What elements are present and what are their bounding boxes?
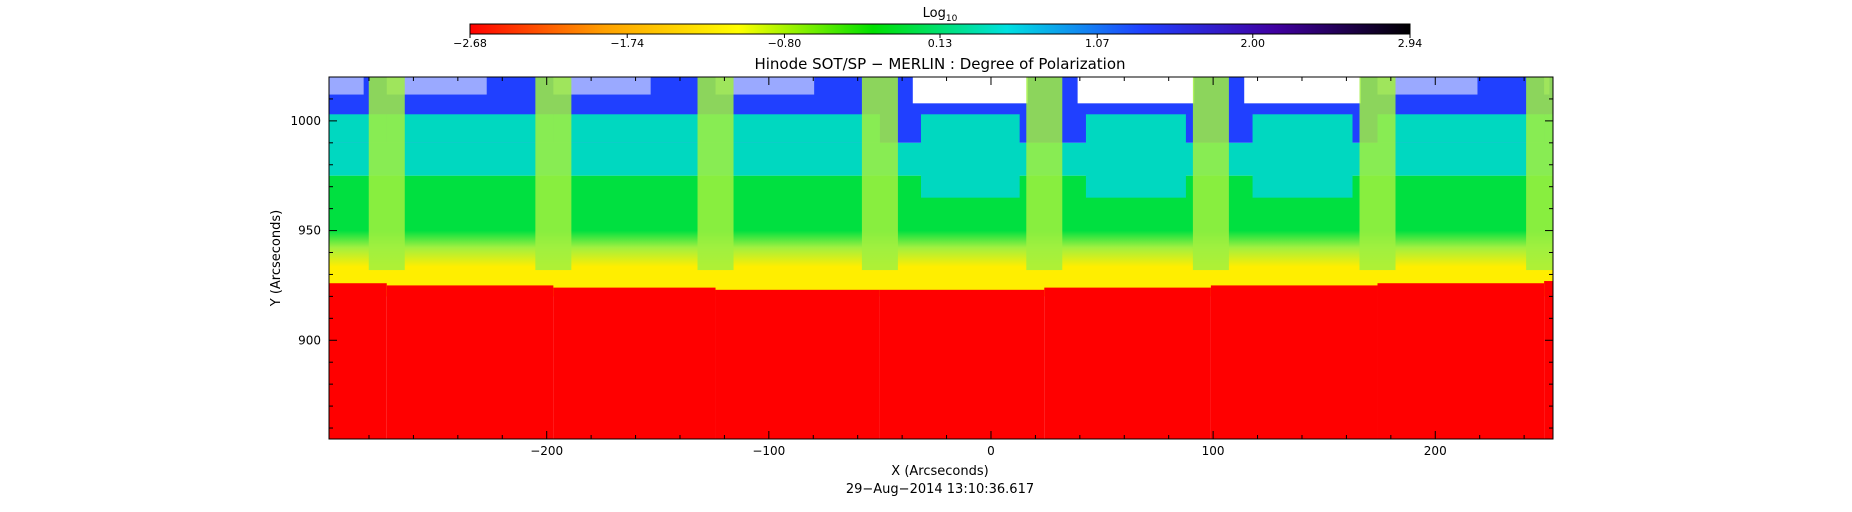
x-tick-label: 0	[987, 444, 995, 458]
y-tick-label: 900	[298, 333, 321, 347]
disk-region	[553, 287, 716, 439]
upper-corona-region	[386, 114, 554, 143]
slit-overlap-column	[1026, 77, 1063, 271]
disk-region	[1377, 283, 1545, 439]
slit-overlap-column	[1192, 77, 1229, 271]
slit-overlap-column	[1526, 77, 1553, 271]
disk-region	[1210, 285, 1378, 439]
upper-corona-region	[1377, 114, 1545, 143]
x-axis-label: X (Arcseconds)	[891, 464, 988, 479]
chart-title: Hinode SOT/SP − MERLIN : Degree of Polar…	[754, 55, 1125, 73]
saturated-region	[386, 77, 487, 95]
plot-frame	[328, 76, 1554, 440]
disk-region	[1044, 287, 1211, 439]
upper-corona-region	[921, 114, 1020, 198]
colorbar-tick-label: −0.80	[768, 37, 802, 50]
upper-corona-region	[715, 114, 880, 143]
disk-region	[715, 289, 880, 439]
colorbar-tick-label: 0.13	[928, 37, 953, 50]
saturated-region	[1077, 77, 1195, 104]
colorbar	[469, 23, 1411, 35]
upper-corona-region	[553, 114, 716, 143]
saturated-region	[715, 77, 815, 95]
saturated-region	[912, 77, 1028, 104]
slit-overlap-column	[861, 77, 898, 271]
upper-corona-region	[1252, 114, 1353, 198]
limb-gradient	[329, 230, 1553, 279]
saturated-region	[553, 77, 651, 95]
colorbar-ticks: −2.68 −1.74 −0.80 0.13 1.07 2.00 2.94	[453, 34, 1422, 50]
saturated-region	[1377, 77, 1478, 95]
y-axis-label: Y (Arcseconds)	[269, 210, 284, 307]
disk-region	[386, 285, 554, 439]
y-axis-ticks: 900 950 1000	[290, 76, 1553, 429]
disk-region	[879, 289, 1045, 439]
slit-overlap-column	[368, 77, 405, 271]
disk-region	[1544, 281, 1553, 439]
y-tick-label: 950	[298, 224, 321, 238]
colorbar-label: Log10	[923, 6, 958, 24]
colorbar-tick-label: −2.68	[453, 37, 487, 50]
x-tick-label: −100	[752, 444, 785, 458]
colorbar-tick-label: 2.94	[1398, 37, 1423, 50]
slit-overlap-column	[1359, 77, 1396, 271]
heatmap-image	[329, 77, 1553, 439]
y-tick-label: 1000	[290, 114, 321, 128]
slit-overlap-column	[697, 77, 734, 271]
x-tick-label: 200	[1424, 444, 1447, 458]
x-tick-label: −200	[530, 444, 563, 458]
x-axis-ticks: −200 −100 0 100 200	[368, 77, 1525, 458]
colorbar-tick-label: 2.00	[1241, 37, 1266, 50]
disk-region	[329, 283, 387, 439]
colorbar-tick-label: 1.07	[1085, 37, 1110, 50]
upper-corona-region	[1085, 114, 1186, 198]
saturated-region	[1244, 77, 1361, 104]
saturated-region	[329, 77, 364, 95]
slit-overlap-column	[535, 77, 572, 271]
timestamp: 29−Aug−2014 13:10:36.617	[846, 482, 1034, 497]
x-tick-label: 100	[1202, 444, 1225, 458]
colorbar-tick-label: −1.74	[610, 37, 644, 50]
